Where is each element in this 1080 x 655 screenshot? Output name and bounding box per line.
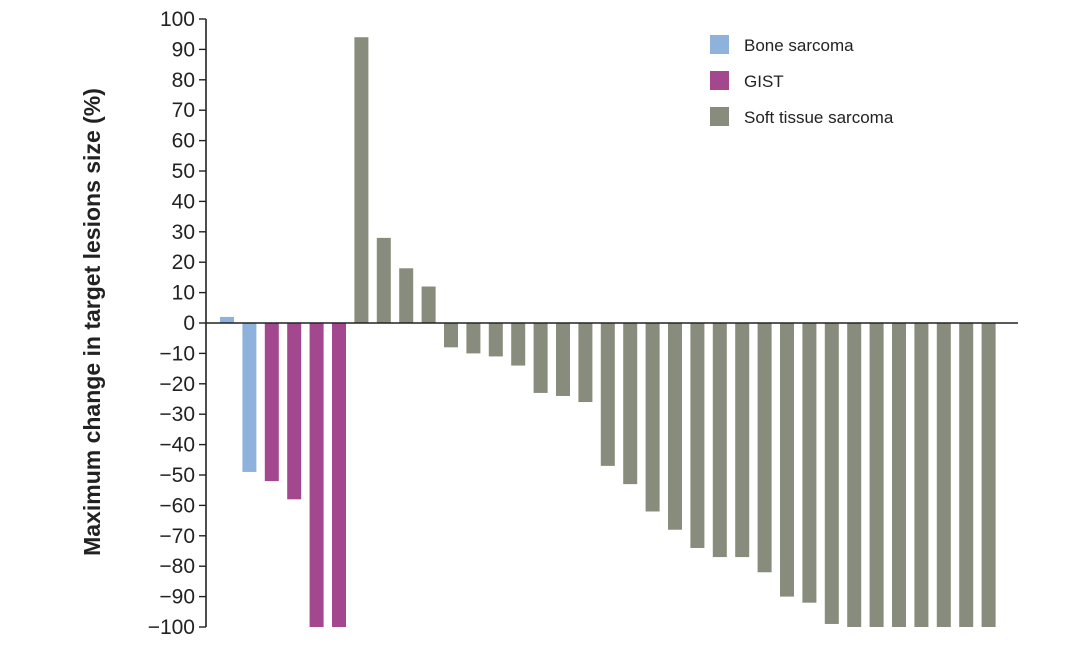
bar [287, 323, 302, 500]
y-tick-label: 30 [172, 221, 195, 244]
legend-swatch [710, 35, 729, 54]
bar [444, 323, 458, 348]
bar [959, 323, 974, 627]
bar [668, 323, 682, 530]
y-tick-label: 40 [172, 190, 195, 213]
bar [780, 323, 794, 597]
bar [578, 323, 593, 403]
bar [399, 268, 414, 323]
y-tick-label: −90 [159, 586, 195, 609]
y-axis-label: Maximum change in target lesions size (%… [79, 88, 105, 556]
y-axis-ticks: 1009080706050403020100−10−20−30−40−50−60… [148, 8, 206, 639]
bar [802, 323, 817, 603]
legend-label: GIST [744, 72, 784, 91]
y-tick-label: −30 [159, 403, 195, 426]
bar [220, 316, 234, 323]
bar [757, 323, 772, 573]
bar [623, 323, 638, 485]
y-tick-label: −60 [159, 494, 195, 517]
bar [511, 323, 526, 366]
bar [712, 323, 727, 558]
legend-swatch [710, 107, 729, 126]
bar [242, 323, 257, 472]
bar [556, 323, 570, 396]
bar [735, 323, 750, 558]
bar [690, 323, 705, 548]
bar [533, 323, 548, 393]
bar [914, 323, 929, 627]
bar [645, 323, 660, 512]
y-tick-label: −40 [159, 434, 195, 457]
y-tick-label: 100 [160, 8, 195, 31]
bar [600, 323, 615, 466]
y-tick-label: 70 [172, 99, 195, 122]
bar [354, 37, 369, 324]
legend-swatch [710, 71, 729, 90]
y-tick-label: 90 [172, 38, 195, 61]
bar [869, 323, 884, 627]
y-tick-label: −100 [148, 616, 195, 639]
bars [220, 37, 996, 627]
bar [309, 323, 324, 627]
y-tick-label: 20 [172, 251, 195, 274]
legend-label: Soft tissue sarcoma [744, 108, 894, 127]
bar [981, 323, 996, 627]
bar [332, 323, 346, 627]
bar [936, 323, 951, 627]
bar [376, 237, 391, 323]
legend: Bone sarcoma GIST Soft tissue sarcoma [710, 35, 894, 127]
y-tick-label: 60 [172, 130, 195, 153]
bar [466, 323, 481, 354]
y-tick-label: −10 [159, 342, 195, 365]
bar [892, 323, 906, 627]
y-tick-label: 50 [172, 160, 195, 183]
bar [824, 323, 839, 624]
bar [488, 323, 503, 357]
y-tick-label: −20 [159, 373, 195, 396]
y-tick-label: −80 [159, 555, 195, 578]
bar [421, 286, 436, 323]
y-tick-label: 80 [172, 69, 195, 92]
bar [847, 323, 862, 627]
legend-label: Bone sarcoma [744, 36, 854, 55]
y-tick-label: 0 [183, 312, 195, 335]
y-tick-label: −70 [159, 525, 195, 548]
y-tick-label: 10 [172, 282, 195, 305]
y-tick-label: −50 [159, 464, 195, 487]
bar [264, 323, 279, 482]
